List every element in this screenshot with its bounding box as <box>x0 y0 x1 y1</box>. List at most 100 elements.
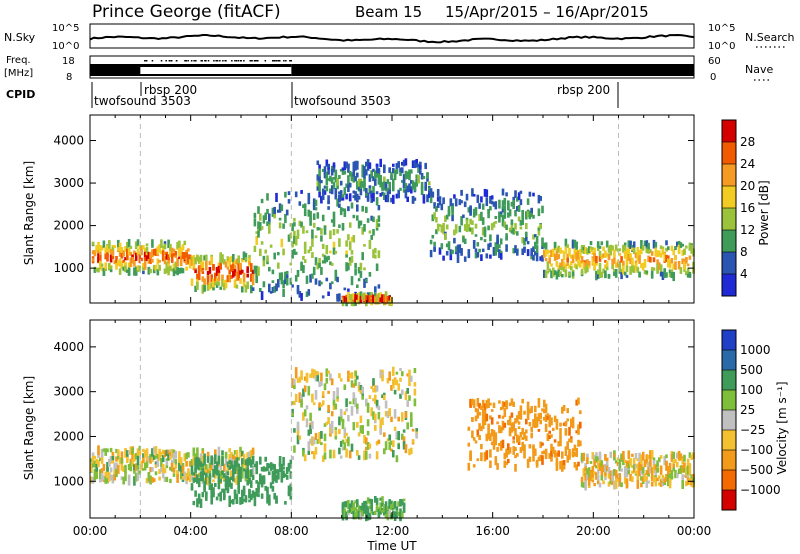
echo-cell <box>523 432 526 440</box>
echo-cell <box>228 257 231 266</box>
velocity-scale-label: Velocity [m s⁻¹] <box>775 381 789 474</box>
echo-cell <box>341 447 345 451</box>
echo-cell <box>109 269 113 273</box>
echo-cell <box>122 250 125 256</box>
echo-cell <box>311 451 314 455</box>
echo-cell <box>541 255 544 262</box>
echo-cell <box>127 476 131 486</box>
echo-cell <box>291 241 294 248</box>
echo-cell <box>361 392 364 398</box>
echo-cell <box>379 181 382 188</box>
echo-cell <box>557 269 560 277</box>
echo-cell <box>480 254 483 261</box>
echo-cell <box>562 405 566 411</box>
echo-cell <box>352 393 356 398</box>
echo-cell <box>185 266 188 271</box>
echo-cell <box>631 476 634 483</box>
echo-cell <box>503 401 507 407</box>
echo-cell <box>663 481 666 486</box>
echo-cell <box>122 466 125 472</box>
echo-cell <box>223 494 226 498</box>
echo-cell <box>550 263 553 267</box>
echo-cell <box>163 251 167 255</box>
echo-cell <box>359 188 363 196</box>
echo-cell <box>658 250 661 257</box>
echo-cell <box>485 436 489 442</box>
echo-cell <box>463 201 467 206</box>
echo-cell <box>584 472 587 481</box>
echo-cell <box>190 278 194 286</box>
echo-cell <box>111 455 115 461</box>
echo-cell <box>149 454 152 464</box>
echo-cell <box>330 420 334 425</box>
echo-cell <box>483 416 487 426</box>
echo-cell <box>320 403 323 407</box>
echo-cell <box>303 454 307 462</box>
echo-cell <box>278 222 282 229</box>
echo-cell <box>577 250 580 260</box>
echo-cell <box>471 220 474 225</box>
echo-cell <box>350 507 354 513</box>
echo-cell <box>314 447 318 455</box>
echo-cell <box>273 464 276 472</box>
echo-cell <box>406 400 409 407</box>
echo-cell <box>489 433 492 441</box>
echo-cell <box>474 415 478 422</box>
echo-cell <box>170 268 174 272</box>
echo-cell <box>100 473 104 482</box>
echo-cell <box>300 221 303 228</box>
echo-cell <box>618 466 622 472</box>
echo-cell <box>363 178 366 186</box>
echo-cell <box>401 433 404 440</box>
echo-cell <box>568 264 571 269</box>
echo-cell <box>647 454 650 460</box>
echo-cell <box>568 426 571 436</box>
echo-cell <box>627 252 631 261</box>
echo-cell <box>149 467 152 473</box>
echo-cell <box>602 268 605 274</box>
echo-cell <box>471 188 474 197</box>
echo-cell <box>595 255 598 264</box>
echo-cell <box>366 506 370 515</box>
echo-cell <box>609 451 613 458</box>
echo-cell <box>343 508 347 519</box>
echo-cell <box>483 409 487 418</box>
echo-cell <box>377 170 381 177</box>
echo-cell <box>463 256 467 262</box>
echo-cell <box>622 265 625 275</box>
echo-cell <box>354 160 357 167</box>
echo-cell <box>268 463 271 469</box>
echo-cell <box>106 476 109 484</box>
echo-cell <box>350 406 354 416</box>
echo-cell <box>118 457 122 465</box>
echo-cell <box>410 375 413 382</box>
echo-cell <box>381 501 384 507</box>
echo-cell <box>494 456 498 466</box>
echo-cell <box>370 193 373 203</box>
echo-cell <box>334 403 338 410</box>
echo-cell <box>176 469 179 478</box>
echo-cell <box>187 254 190 257</box>
echo-cell <box>595 261 598 266</box>
echo-cell <box>302 225 305 234</box>
echo-cell <box>383 506 386 513</box>
echo-cell <box>586 248 589 255</box>
echo-cell <box>375 504 379 512</box>
echo-cell <box>106 462 109 472</box>
echo-cell <box>163 256 167 265</box>
echo-cell <box>194 269 197 274</box>
echo-cell <box>501 217 505 227</box>
echo-cell <box>381 496 384 503</box>
echo-cell <box>388 408 391 417</box>
echo-cell <box>336 387 339 397</box>
echo-cell <box>237 463 240 469</box>
echo-cell <box>402 429 406 433</box>
echo-cell <box>607 469 611 479</box>
echo-cell <box>672 467 675 472</box>
echo-cell <box>555 254 559 260</box>
echo-cell <box>386 505 390 511</box>
echo-cell <box>142 266 145 271</box>
echo-cell <box>668 481 672 489</box>
echo-cell <box>507 419 510 424</box>
echo-cell <box>352 161 356 167</box>
